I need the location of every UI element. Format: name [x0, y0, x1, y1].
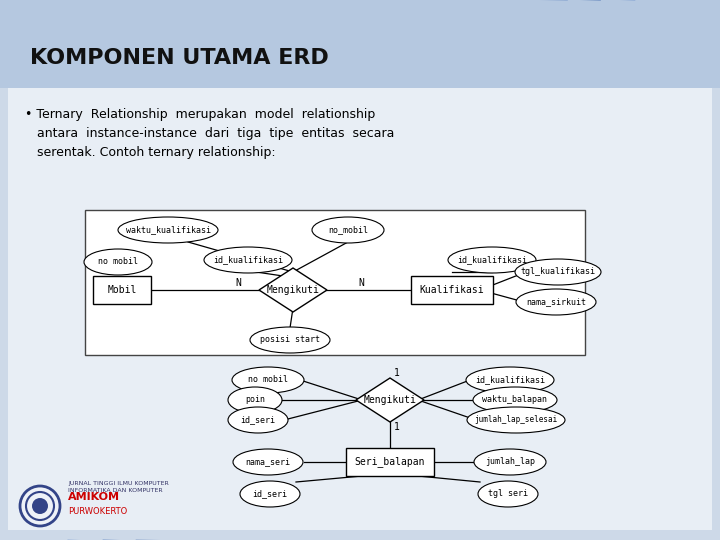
Circle shape	[20, 486, 60, 526]
Text: posisi start: posisi start	[260, 335, 320, 345]
Text: Mengikuti: Mengikuti	[364, 395, 416, 405]
Text: waktu_kualifikasi: waktu_kualifikasi	[125, 226, 210, 234]
Text: no mobil: no mobil	[248, 375, 288, 384]
Text: antara  instance-instance  dari  tiga  tipe  entitas  secara: antara instance-instance dari tiga tipe …	[25, 127, 395, 140]
Text: Mobil: Mobil	[107, 285, 137, 295]
Text: Mengikuti: Mengikuti	[266, 285, 320, 295]
FancyBboxPatch shape	[93, 276, 151, 304]
Text: no mobil: no mobil	[98, 258, 138, 267]
Text: serentak. Contoh ternary relationship:: serentak. Contoh ternary relationship:	[25, 146, 276, 159]
Text: 1: 1	[394, 422, 400, 432]
Ellipse shape	[232, 367, 304, 393]
Text: poin: poin	[245, 395, 265, 404]
Text: id_kualifikasi: id_kualifikasi	[475, 375, 545, 384]
Text: 1: 1	[394, 368, 400, 378]
Text: nama_sirkuit: nama_sirkuit	[526, 298, 586, 307]
Text: Seri_balapan: Seri_balapan	[355, 456, 426, 468]
Text: waktu_balapan: waktu_balapan	[482, 395, 547, 404]
Ellipse shape	[312, 217, 384, 243]
Text: id_kualifikasi: id_kualifikasi	[213, 255, 283, 265]
FancyBboxPatch shape	[346, 448, 434, 476]
Text: AMIKOM: AMIKOM	[68, 492, 120, 502]
Text: N: N	[235, 278, 241, 288]
Ellipse shape	[474, 449, 546, 475]
Text: id_kualifikasi: id_kualifikasi	[457, 255, 527, 265]
Ellipse shape	[515, 259, 601, 285]
Text: no_mobil: no_mobil	[328, 226, 368, 234]
Ellipse shape	[466, 367, 554, 393]
Ellipse shape	[250, 327, 330, 353]
Polygon shape	[356, 378, 424, 422]
FancyBboxPatch shape	[411, 276, 493, 304]
Polygon shape	[259, 268, 327, 312]
Ellipse shape	[233, 449, 303, 475]
Ellipse shape	[516, 289, 596, 315]
Ellipse shape	[204, 247, 292, 273]
Ellipse shape	[228, 387, 282, 413]
Text: tgl_kualifikasi: tgl_kualifikasi	[521, 267, 595, 276]
Ellipse shape	[478, 481, 538, 507]
Text: INFORMATIKA DAN KOMPUTER: INFORMATIKA DAN KOMPUTER	[68, 489, 163, 494]
Text: KOMPONEN UTAMA ERD: KOMPONEN UTAMA ERD	[30, 48, 329, 68]
Ellipse shape	[448, 247, 536, 273]
Text: id_seri: id_seri	[240, 415, 276, 424]
Text: JURNAL TINGGI ILMU KOMPUTER: JURNAL TINGGI ILMU KOMPUTER	[68, 482, 168, 487]
Text: Kualifikasi: Kualifikasi	[420, 285, 485, 295]
Text: nama_seri: nama_seri	[246, 457, 290, 467]
Ellipse shape	[473, 387, 557, 413]
Text: id_seri: id_seri	[253, 489, 287, 498]
Text: tgl seri: tgl seri	[488, 489, 528, 498]
FancyBboxPatch shape	[8, 88, 712, 530]
Text: PURWOKERTO: PURWOKERTO	[68, 507, 127, 516]
Ellipse shape	[467, 407, 565, 433]
FancyBboxPatch shape	[0, 0, 720, 88]
Ellipse shape	[84, 249, 152, 275]
Text: N: N	[358, 278, 364, 288]
FancyBboxPatch shape	[85, 210, 585, 355]
Ellipse shape	[118, 217, 218, 243]
Ellipse shape	[228, 407, 288, 433]
Text: jumlah_lap: jumlah_lap	[485, 457, 535, 467]
Text: jumlah_lap_selesai: jumlah_lap_selesai	[474, 415, 557, 424]
Ellipse shape	[240, 481, 300, 507]
Circle shape	[32, 498, 48, 514]
Text: • Ternary  Relationship  merupakan  model  relationship: • Ternary Relationship merupakan model r…	[25, 108, 375, 121]
